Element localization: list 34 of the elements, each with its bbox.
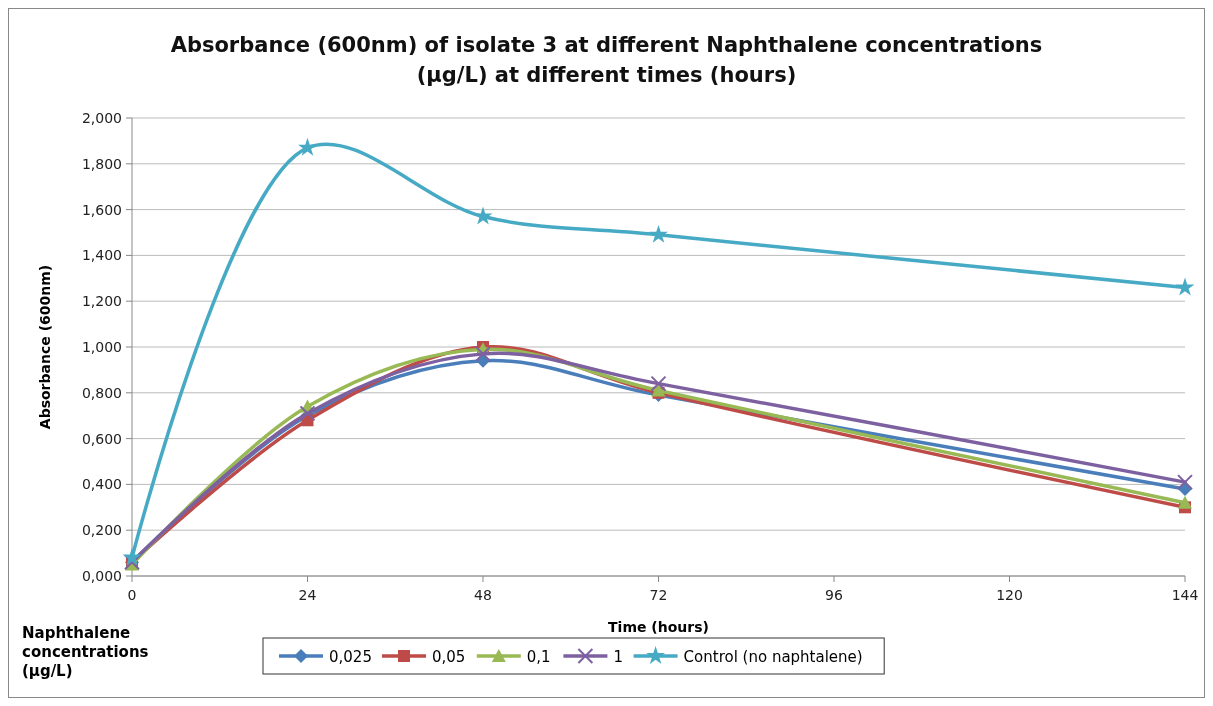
point bbox=[650, 375, 667, 392]
y-axis-title: Absorbance (600nm) bbox=[37, 264, 53, 430]
legend-label: 0,05 bbox=[432, 648, 466, 666]
legend-label: Control (no naphtalene) bbox=[683, 648, 863, 666]
y-tick-label: 1,200 bbox=[81, 293, 122, 310]
x-tick-label: 144 bbox=[1171, 587, 1199, 603]
y-tick-label: 1,600 bbox=[81, 201, 122, 218]
point bbox=[1178, 495, 1192, 509]
y-tick-label: 0,400 bbox=[81, 476, 122, 493]
x-tick-label: 120 bbox=[996, 587, 1023, 603]
chart-title: Absorbance (600nm) of isolate 3 at different Naphthalene concentrations (µg/L) at different times (hours) bbox=[170, 33, 1043, 87]
y-tick-label: 1,000 bbox=[81, 339, 122, 355]
x-tick-label: 24 bbox=[298, 587, 317, 603]
legend-title: Naphthalene concentrations (µg/L) bbox=[22, 624, 149, 680]
x-tick-label: 72 bbox=[649, 587, 668, 603]
legend-label: 0,1 bbox=[526, 648, 551, 666]
legend-label: 1 bbox=[613, 648, 623, 666]
legend-label: 0,025 bbox=[329, 648, 372, 666]
point bbox=[649, 224, 668, 243]
x-tick-label: 0 bbox=[127, 587, 137, 603]
y-tick-label: 0,600 bbox=[81, 430, 122, 447]
y-tick-label: 2,000 bbox=[81, 110, 122, 126]
x-tick-label: 96 bbox=[825, 587, 843, 603]
x-axis-title: Time (hours) bbox=[608, 619, 709, 635]
y-tick-label: 0,000 bbox=[81, 568, 122, 584]
point bbox=[475, 345, 491, 362]
y-tick-label: 0,200 bbox=[81, 522, 122, 539]
x-tick-label: 48 bbox=[474, 587, 492, 603]
point bbox=[1177, 474, 1193, 491]
y-tick-label: 0,800 bbox=[81, 384, 122, 401]
point bbox=[1175, 277, 1195, 296]
point bbox=[122, 547, 142, 566]
y-tick-label: 1,400 bbox=[81, 247, 122, 264]
y-tick-label: 1,800 bbox=[81, 155, 122, 172]
